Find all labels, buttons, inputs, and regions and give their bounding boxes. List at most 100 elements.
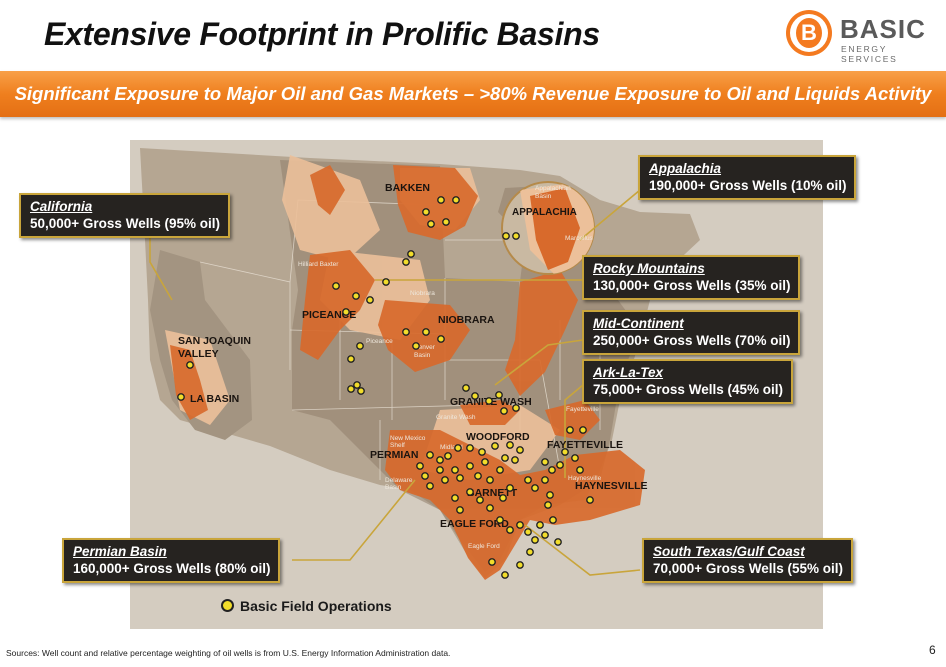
field-operation-dot	[421, 472, 429, 480]
callout-south-texas: South Texas/Gulf Coast 70,000+ Gross Wel…	[642, 538, 853, 583]
field-operation-dot	[488, 558, 496, 566]
field-operation-dot	[422, 208, 430, 216]
field-operation-dot	[422, 328, 430, 336]
field-operation-dot	[402, 328, 410, 336]
field-operation-dot	[427, 220, 435, 228]
field-operation-dot	[436, 456, 444, 464]
field-operation-dot	[526, 548, 534, 556]
field-operation-dot	[516, 446, 524, 454]
field-operation-dot	[466, 488, 474, 496]
faint-basin-labels: Hilliard Baxter Niobrara Piceance Denver…	[298, 185, 602, 550]
callout-california-desc: 50,000+ Gross Wells (95% oil)	[30, 216, 220, 231]
faint-label-marcellus: Marcellus	[565, 235, 594, 242]
field-operation-dot	[524, 528, 532, 536]
field-operation-dot	[541, 476, 549, 484]
field-operation-dot	[347, 385, 355, 393]
field-operation-dot	[506, 441, 514, 449]
faint-label-granite: Granite Wash	[436, 414, 476, 421]
field-operation-dot	[471, 392, 479, 400]
field-operation-dot	[549, 516, 557, 524]
field-operation-dot	[412, 342, 420, 350]
callout-leader-lines	[149, 189, 641, 576]
faint-label-haynesville: Haynesville	[568, 475, 602, 482]
banner-text: Significant Exposure to Major Oil and Ga…	[14, 83, 932, 104]
basin-shading	[170, 165, 645, 580]
label-san-joaquin-2: VALLEY	[178, 348, 219, 360]
field-operation-dot	[485, 397, 493, 405]
subtitle-banner: Significant Exposure to Major Oil and Ga…	[0, 71, 946, 117]
field-operation-dot	[437, 335, 445, 343]
field-operation-dot	[512, 232, 520, 240]
field-operation-dot	[486, 504, 494, 512]
faint-label-delaware-2: Basin	[385, 484, 402, 491]
label-san-joaquin-1: SAN JOAQUIN	[178, 335, 251, 347]
field-operation-dot	[554, 538, 562, 546]
field-operation-dot	[481, 458, 489, 466]
field-operation-dot	[576, 466, 584, 474]
callout-permian-name: Permian Basin	[73, 544, 167, 559]
field-operation-dot	[496, 466, 504, 474]
faint-label-hilliard: Hilliard Baxter	[298, 261, 339, 268]
callout-ark-la-tex: Ark-La-Tex 75,000+ Gross Wells (45% oil)	[582, 359, 793, 404]
logo-wordmark: BASIC	[840, 14, 926, 44]
basin-labels: BAKKEN APPALACHIA PICEANCE NIOBRARA SAN …	[178, 182, 648, 530]
label-permian: PERMIAN	[370, 449, 418, 461]
label-fayetteville: FAYETTEVILLE	[547, 439, 623, 451]
field-operation-dot	[501, 454, 509, 462]
label-eagle-ford: EAGLE FORD	[440, 518, 509, 530]
field-operation-dot	[571, 454, 579, 462]
field-operation-dot	[478, 448, 486, 456]
field-operation-dot	[366, 296, 374, 304]
field-operation-dot	[502, 232, 510, 240]
callout-appalachia: Appalachia 190,000+ Gross Wells (10% oil…	[638, 155, 857, 200]
callout-california: California 50,000+ Gross Wells (95% oil)	[19, 193, 230, 238]
field-operation-dot	[486, 476, 494, 484]
callout-rocky-mountains: Rocky Mountains 130,000+ Gross Wells (35…	[582, 255, 801, 300]
callout-rocky-name: Rocky Mountains	[593, 261, 705, 276]
company-logo: B BASIC ENERGY SERVICES	[786, 10, 942, 64]
faint-label-niobrara: Niobrara	[410, 290, 435, 297]
leader-california	[149, 236, 173, 301]
field-operation-dot	[524, 476, 532, 484]
yellow-dot-icon	[221, 599, 234, 612]
leader-appalachia	[579, 189, 641, 241]
field-operation-dot	[352, 292, 360, 300]
faint-label-eagle-ford: Eagle Ford	[468, 543, 500, 550]
field-operation-dot	[491, 442, 499, 450]
callout-permian-basin: Permian Basin 160,000+ Gross Wells (80% …	[62, 538, 281, 583]
field-operation-dot	[186, 361, 194, 369]
callout-california-name: California	[30, 199, 93, 214]
faint-label-nm-shelf-2: Shelf	[390, 442, 405, 449]
appalachia-inset	[501, 181, 595, 275]
label-woodford: WOODFORD	[466, 431, 530, 443]
field-operation-dot	[441, 476, 449, 484]
field-operation-dot	[402, 258, 410, 266]
field-operation-dot	[342, 308, 350, 316]
field-operation-dots	[177, 196, 594, 579]
field-operation-dot	[496, 516, 504, 524]
field-operation-dot	[511, 456, 519, 464]
field-operation-dot	[456, 506, 464, 514]
field-operation-dot	[476, 496, 484, 504]
field-operation-dot	[548, 466, 556, 474]
leader-southtexas	[524, 524, 641, 576]
callout-mid-continent: Mid-Continent 250,000+ Gross Wells (70% …	[582, 310, 801, 355]
field-operation-dot	[382, 278, 390, 286]
field-operation-dot	[541, 531, 549, 539]
field-operation-dot	[416, 462, 424, 470]
callout-midcontinent-name: Mid-Continent	[593, 316, 684, 331]
field-operation-dot	[356, 342, 364, 350]
leader-permian	[292, 479, 416, 561]
field-operation-dot	[561, 448, 569, 456]
field-operation-dot	[556, 461, 564, 469]
field-operation-dot	[452, 196, 460, 204]
label-appalachia: APPALACHIA	[512, 207, 577, 218]
field-operation-dot	[495, 391, 503, 399]
logo-tagline: ENERGY SERVICES	[841, 44, 898, 64]
slide-title: Extensive Footprint in Prolific Basins	[44, 16, 600, 52]
field-operation-dot	[586, 496, 594, 504]
field-operation-dot	[506, 526, 514, 534]
field-operation-dot	[500, 407, 508, 415]
logo-mark-icon: B	[786, 10, 832, 56]
faint-label-denver-2: Basin	[414, 352, 431, 359]
